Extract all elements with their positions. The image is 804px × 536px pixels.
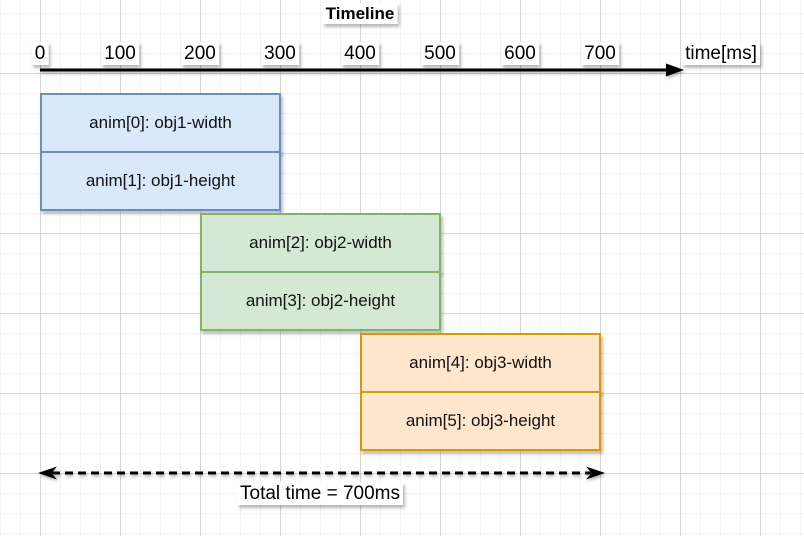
- axis-tick-300: 300: [261, 42, 299, 65]
- anim-box-label: anim[4]: obj3-width: [409, 353, 552, 372]
- axis-tick-500: 500: [421, 42, 459, 65]
- axis-tick-200: 200: [181, 42, 219, 65]
- axis-arrowhead-icon: [666, 63, 684, 77]
- anim-box-obj1-width: anim[0]: obj1-width: [40, 93, 281, 153]
- anim-box-obj3-height: anim[5]: obj3-height: [360, 391, 601, 451]
- right-arrowhead-icon: [586, 466, 605, 480]
- axis-unit-label: time[ms]: [682, 42, 760, 65]
- anim-box-obj2-height: anim[3]: obj2-height: [200, 271, 441, 331]
- axis-tick-700: 700: [581, 42, 619, 65]
- total-time-arrow: [38, 466, 605, 480]
- anim-box-label: anim[3]: obj2-height: [245, 291, 396, 310]
- diagram-title: Timeline: [322, 3, 398, 24]
- axis-tick-600: 600: [501, 42, 539, 65]
- anim-box-label: anim[5]: obj3-height: [405, 411, 556, 430]
- anim-box-label: anim[1]: obj1-height: [85, 171, 236, 190]
- anim-box-label: anim[2]: obj2-width: [249, 233, 392, 252]
- axis-tick-100: 100: [101, 42, 139, 65]
- left-arrowhead-icon: [38, 466, 57, 480]
- time-axis: [40, 63, 684, 77]
- anim-box-obj1-height: anim[1]: obj1-height: [40, 151, 281, 211]
- anim-box-obj3-width: anim[4]: obj3-width: [360, 333, 601, 393]
- axis-tick-0: 0: [31, 42, 49, 65]
- anim-box-obj2-width: anim[2]: obj2-width: [200, 213, 441, 273]
- anim-box-label: anim[0]: obj1-width: [89, 113, 232, 132]
- total-time-label: Total time = 700ms: [237, 482, 403, 505]
- axis-tick-400: 400: [341, 42, 379, 65]
